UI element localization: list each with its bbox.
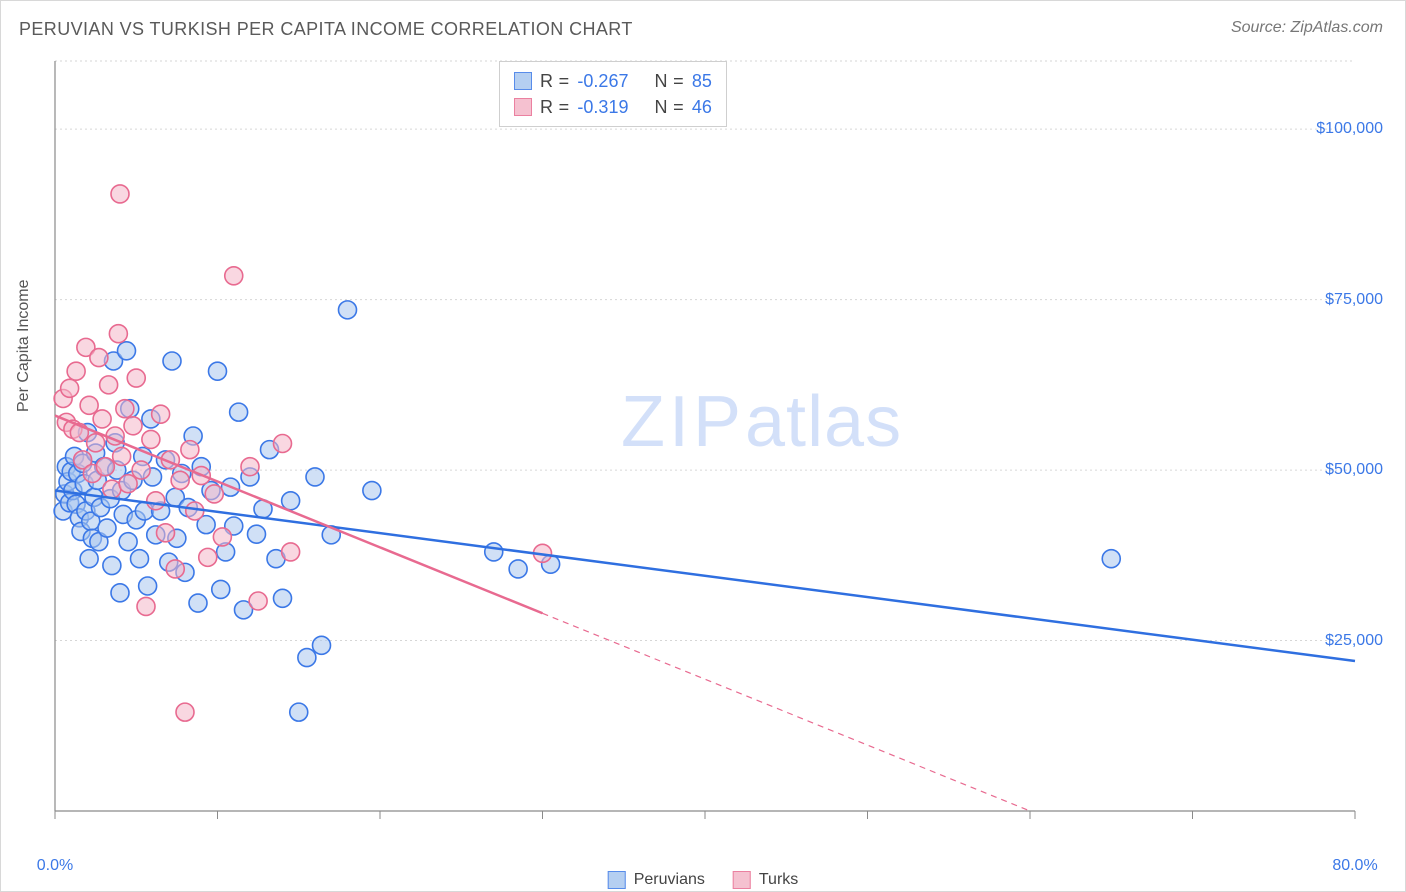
legend-stats-row: R = -0.267 N = 85 bbox=[514, 68, 712, 94]
n-label: N = bbox=[654, 97, 683, 118]
r-label: R = bbox=[540, 97, 569, 118]
legend-swatch bbox=[514, 98, 532, 116]
plot-area: ZIPatlas R =-0.267N =85R =-0.319N =46 bbox=[45, 49, 1385, 841]
legend-stats-row: R = -0.319 N = 46 bbox=[514, 94, 712, 120]
y-tick-label: $100,000 bbox=[1316, 120, 1383, 138]
legend-item: Turks bbox=[733, 871, 798, 889]
legend-series: Peruvians Turks bbox=[608, 871, 799, 889]
legend-label: Turks bbox=[759, 871, 798, 889]
legend-stats: R = -0.267 N = 85 R = -0.319 N = 46 bbox=[499, 61, 727, 127]
r-label: R = bbox=[540, 71, 569, 92]
n-value: 46 bbox=[692, 97, 712, 118]
scatter-svg bbox=[45, 49, 1385, 841]
y-tick-label: $50,000 bbox=[1325, 461, 1383, 479]
y-tick-label: $25,000 bbox=[1325, 632, 1383, 650]
x-tick-label: 0.0% bbox=[37, 857, 73, 875]
legend-item: Peruvians bbox=[608, 871, 705, 889]
legend-swatch bbox=[733, 871, 751, 889]
n-label: N = bbox=[654, 71, 683, 92]
legend-label: Peruvians bbox=[634, 871, 705, 889]
y-tick-label: $75,000 bbox=[1325, 291, 1383, 309]
legend-swatch bbox=[608, 871, 626, 889]
r-value: -0.319 bbox=[577, 97, 628, 118]
y-axis-title: Per Capita Income bbox=[15, 279, 33, 412]
legend-swatch bbox=[514, 72, 532, 90]
x-tick-label: 80.0% bbox=[1332, 857, 1377, 875]
r-value: -0.267 bbox=[577, 71, 628, 92]
source-label: Source: ZipAtlas.com bbox=[1231, 19, 1383, 37]
chart-frame: PERUVIAN VS TURKISH PER CAPITA INCOME CO… bbox=[0, 0, 1406, 892]
n-value: 85 bbox=[692, 71, 712, 92]
chart-title: PERUVIAN VS TURKISH PER CAPITA INCOME CO… bbox=[19, 19, 633, 40]
